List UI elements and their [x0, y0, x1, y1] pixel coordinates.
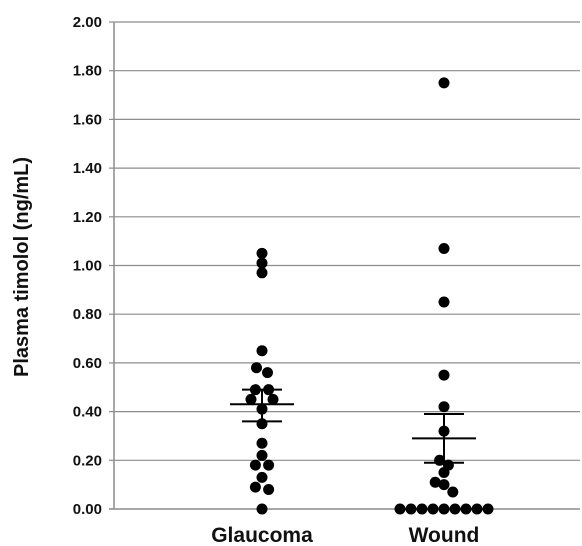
data-point	[416, 503, 428, 515]
y-tick-label: 0.80	[73, 306, 102, 323]
y-tick-label: 1.20	[73, 209, 102, 226]
y-tick-label: 1.80	[73, 63, 102, 80]
data-point	[449, 503, 461, 515]
data-point	[251, 362, 262, 374]
data-point	[256, 403, 268, 415]
y-tick-label: 0.00	[73, 501, 102, 518]
data-point	[438, 242, 450, 254]
data-point	[429, 476, 441, 488]
data-point	[245, 393, 257, 405]
data-point	[256, 345, 268, 357]
data-point	[482, 503, 494, 515]
data-point	[438, 479, 450, 491]
data-point	[427, 503, 439, 515]
data-point	[438, 401, 450, 413]
data-point	[438, 466, 450, 478]
data-point	[438, 503, 450, 515]
x-category-label: Wound	[409, 524, 480, 546]
x-category-labels: Glaucoma Wound	[211, 524, 479, 546]
data-point	[438, 296, 450, 308]
data-point	[256, 471, 268, 483]
data-point	[447, 486, 459, 498]
data-point	[249, 481, 261, 493]
data-point	[249, 459, 261, 471]
data-point	[256, 418, 268, 430]
y-tick-label: 1.60	[73, 111, 102, 128]
y-tick-label: 0.60	[73, 355, 102, 372]
data-points	[245, 77, 494, 515]
data-point	[267, 393, 279, 405]
y-tick-label: 1.40	[73, 160, 102, 177]
data-point	[256, 257, 268, 269]
data-point	[438, 77, 450, 89]
data-point	[471, 503, 483, 515]
y-axis-title: Plasma timolol (ng/mL)	[11, 157, 33, 377]
data-point	[256, 449, 268, 461]
data-point	[256, 267, 268, 279]
y-tick-labels: 0.00 0.20 0.40 0.60 0.80 1.00 1.20 1.40 1.60 1.80…	[73, 14, 102, 518]
data-point	[405, 503, 417, 515]
axes	[109, 21, 580, 510]
y-tick-label: 1.00	[73, 258, 102, 275]
data-point	[256, 503, 268, 515]
data-point	[249, 384, 261, 396]
data-point	[263, 384, 275, 396]
data-point	[460, 503, 472, 515]
data-point	[256, 247, 268, 259]
data-point	[256, 437, 268, 449]
data-point	[438, 425, 450, 437]
x-category-label: Glaucoma	[211, 524, 313, 546]
data-point	[263, 459, 275, 471]
data-point	[438, 369, 450, 381]
y-tick-label: 0.40	[73, 404, 102, 421]
gridlines	[114, 21, 580, 461]
data-point	[434, 454, 446, 466]
y-tick-label: 0.20	[73, 452, 102, 469]
data-point	[262, 367, 273, 379]
data-point	[394, 503, 406, 515]
data-point	[263, 484, 275, 496]
y-tick-label: 2.00	[73, 14, 102, 31]
